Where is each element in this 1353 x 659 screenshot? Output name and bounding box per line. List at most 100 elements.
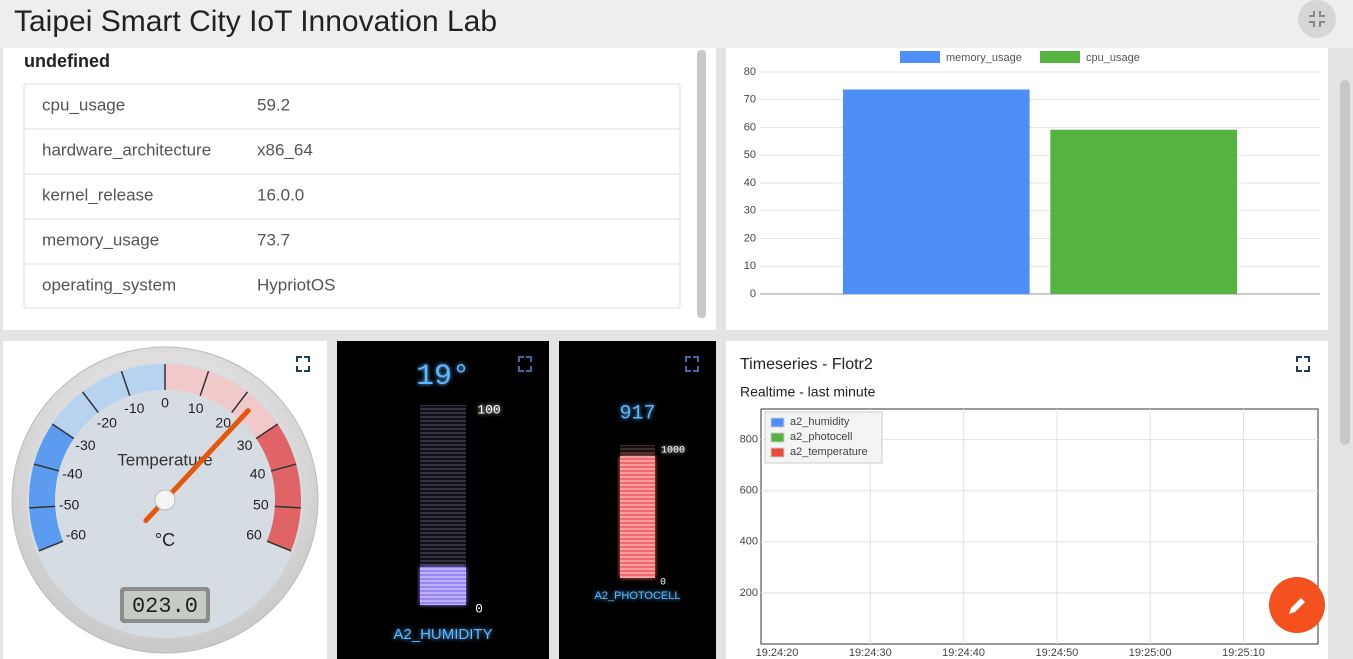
- gauge-label: Temperature: [117, 450, 212, 469]
- y-tick-label: 80: [744, 66, 756, 78]
- y-tick-label: 20: [744, 232, 756, 244]
- gauge-tick: [81, 391, 99, 413]
- gauge-tick: [51, 423, 75, 440]
- gauge-band: [164, 364, 278, 439]
- bar: [842, 89, 1030, 294]
- card-scrollbar[interactable]: [697, 50, 706, 318]
- header-bar: [0, 0, 1353, 48]
- bar: [1050, 129, 1238, 294]
- collapse-button[interactable]: [1298, 0, 1336, 38]
- row-value: 59.2: [257, 95, 290, 114]
- lcd-value: 023.0: [132, 594, 198, 619]
- tube-display: 19°: [416, 360, 470, 394]
- tube-min: 0: [475, 601, 483, 616]
- gauge-tick-label: -50: [59, 496, 79, 512]
- row-value: HypriotOS: [257, 275, 335, 294]
- row-key: memory_usage: [42, 230, 159, 249]
- gauge-tick-label: -60: [66, 527, 86, 543]
- info-title: undefined: [24, 51, 110, 71]
- gauge-tick-label: 20: [215, 414, 231, 430]
- gauge-tick: [120, 370, 131, 397]
- row-key: operating_system: [42, 275, 176, 294]
- row-value: x86_64: [257, 140, 313, 159]
- tube-name: A2_HUMIDITY: [393, 626, 492, 643]
- gauge-tick-label: 30: [237, 437, 253, 453]
- legend-label: a2_temperature: [790, 446, 868, 458]
- lcd-screen: [124, 591, 206, 619]
- timeseries-subtitle: Realtime - last minute: [740, 384, 876, 400]
- expand-icons-dark: [518, 356, 699, 372]
- legend-swatch: [770, 432, 785, 443]
- tube-fill-stripes: [420, 567, 466, 605]
- edit-icon: [1289, 598, 1305, 614]
- gauge-tick-label: -30: [75, 437, 95, 453]
- gauge-tick: [199, 370, 210, 397]
- gauge-tick-label: 60: [246, 527, 262, 543]
- collapse-icon: [1309, 11, 1325, 27]
- x-tick-label: 19:24:30: [849, 647, 892, 659]
- y-tick-label: 70: [744, 94, 756, 106]
- legend-label: a2_photocell: [790, 431, 852, 443]
- gauge-band: [29, 423, 74, 551]
- y-tick-label: 600: [740, 485, 758, 497]
- y-tick-label: 200: [740, 587, 758, 599]
- legend-swatch: [1040, 51, 1080, 63]
- header-title: Taipei Smart City IoT Innovation Lab: [14, 5, 497, 38]
- legend-label: memory_usage: [946, 52, 1022, 64]
- legend-swatch: [770, 447, 785, 458]
- legend-label: cpu_usage: [1086, 52, 1140, 64]
- tube-display: 917: [619, 402, 655, 425]
- x-tick-label: 19:24:40: [942, 647, 985, 659]
- gauge-tick-label: 40: [250, 465, 266, 481]
- tube-fill-stripes: [620, 456, 655, 578]
- gauge-unit: °C: [155, 530, 175, 550]
- tube-max: 1000: [661, 446, 685, 457]
- gauge-tick: [274, 505, 301, 509]
- tube-max: 100: [477, 402, 500, 417]
- gauge-tick: [255, 423, 279, 440]
- x-tick-label: 19:24:50: [1035, 647, 1078, 659]
- y-tick-label: 30: [744, 205, 756, 217]
- gauge-tick: [231, 391, 249, 413]
- y-tick-label: 50: [744, 149, 756, 161]
- row-key: hardware_architecture: [42, 140, 211, 159]
- gauge-tick: [266, 540, 292, 552]
- expand-icon[interactable]: [1296, 356, 1310, 372]
- gauge-tick: [33, 463, 60, 472]
- gauge-tick-label: 10: [188, 400, 204, 416]
- tube-min: 0: [660, 578, 666, 589]
- row-value: 73.7: [257, 230, 290, 249]
- y-tick-label: 800: [740, 434, 758, 446]
- expand-icon[interactable]: [518, 356, 532, 372]
- y-tick-label: 0: [750, 288, 756, 300]
- tube-name: A2_PHOTOCELL: [594, 590, 680, 602]
- expand-icons: [296, 356, 1310, 372]
- gauge-tick-label: -20: [97, 414, 117, 430]
- gauge-tick-label: 0: [161, 395, 169, 411]
- page-scrollbar[interactable]: [1340, 80, 1350, 445]
- y-tick-label: 10: [744, 260, 756, 272]
- x-tick-label: 19:25:10: [1222, 647, 1265, 659]
- x-tick-label: 19:24:20: [756, 647, 799, 659]
- expand-icon[interactable]: [685, 356, 699, 372]
- x-tick-label: 19:25:00: [1129, 647, 1172, 659]
- gauge-band: [256, 423, 301, 551]
- legend-swatch: [770, 417, 785, 428]
- y-tick-label: 40: [744, 177, 756, 189]
- row-key: kernel_release: [42, 185, 154, 204]
- y-tick-label: 400: [740, 536, 758, 548]
- gauge-tick: [38, 540, 64, 552]
- legend-swatch: [900, 51, 940, 63]
- info-table: [23, 83, 681, 309]
- timeseries-title: Timeseries - Flotr2: [740, 356, 873, 373]
- gauge-tick: [29, 505, 56, 509]
- y-tick-label: 60: [744, 121, 756, 133]
- gauge-tick: [270, 463, 297, 472]
- gauge-tick-label: 50: [253, 496, 269, 512]
- gauge-band: [52, 364, 166, 439]
- expand-icon[interactable]: [296, 356, 310, 372]
- gauge-tick-label: -40: [62, 465, 82, 481]
- legend-label: a2_humidity: [790, 416, 850, 428]
- gauge-hub: [154, 489, 176, 511]
